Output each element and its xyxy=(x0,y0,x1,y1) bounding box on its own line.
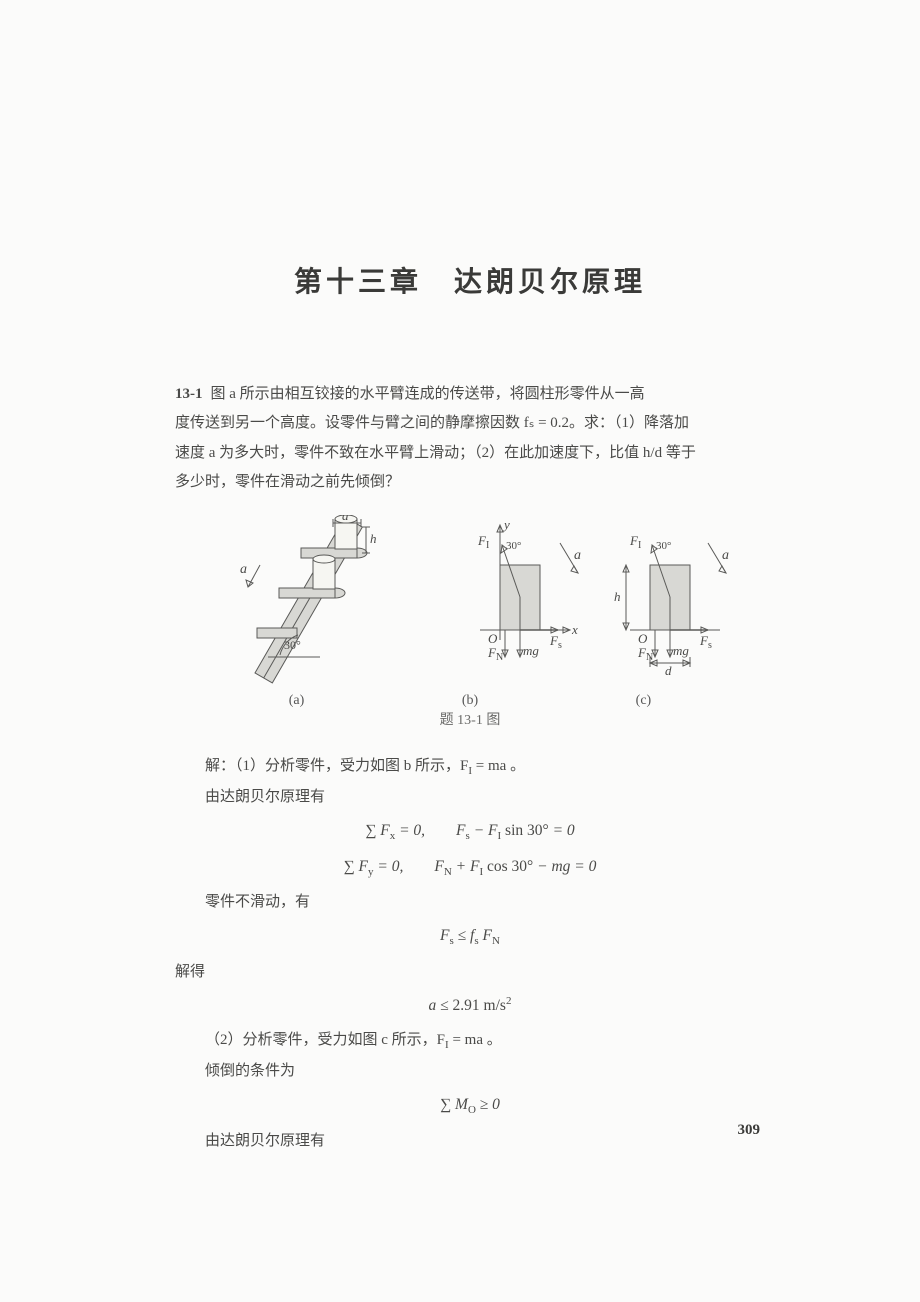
svg-text:FN: FN xyxy=(637,645,653,663)
equation-1b: ∑ Fy = 0, FN + FI cos 30° − mg = 0 xyxy=(175,852,765,884)
chapter-title: 第十三章 达朗贝尔原理 xyxy=(175,260,765,300)
accel-c: a xyxy=(722,548,729,563)
svg-text:FI: FI xyxy=(629,533,641,551)
fig-sub-b: (b) xyxy=(462,693,478,709)
force-fi-sub: I xyxy=(486,540,489,551)
force-fs-sub-c: s xyxy=(708,640,712,651)
solution-line-3: 零件不滑动，有 xyxy=(175,887,765,917)
equation-1a: ∑ Fx = 0, Fs − FI sin 30° = 0 xyxy=(175,816,765,848)
equation-4: ∑ MO ≥ 0 xyxy=(175,1090,765,1122)
force-mg-c: mg xyxy=(673,643,689,658)
dim-d-c: d xyxy=(665,663,672,678)
figure-container: d h a 30° x xyxy=(175,515,765,685)
accel-b: a xyxy=(574,548,581,563)
accel-a-label: a xyxy=(240,562,247,577)
fig-sub-a: (a) xyxy=(289,693,305,709)
force-fn-sub-b: N xyxy=(496,652,503,663)
angle-30-c: 30° xyxy=(656,540,671,552)
problem-statement: 13-1 图 a 所示由相互铰接的水平臂连成的传送带，将圆柱形零件从一高 度传送到… xyxy=(175,380,765,497)
origin-c: O xyxy=(638,631,648,646)
force-mg-b: mg xyxy=(523,643,539,658)
angle-30-b: 30° xyxy=(506,540,521,552)
solution-line-6: 倾倒的条件为 xyxy=(175,1056,765,1086)
svg-text:FI: FI xyxy=(477,533,489,551)
solution-line-1: 解：（1）分析零件，受力如图 b 所示，FI = ma 。 xyxy=(175,751,765,782)
figure-svg: d h a 30° x xyxy=(210,515,730,685)
dim-d-label: d xyxy=(342,515,349,523)
axis-x: x xyxy=(571,622,578,637)
problem-line-2: 度传送到另一个高度。设零件与臂之间的静摩擦因数 fₛ = 0.2。求：（1）降落… xyxy=(175,415,689,431)
force-fi-sub-c: I xyxy=(638,540,641,551)
solution-line-2: 由达朗贝尔原理有 xyxy=(175,782,765,812)
force-fs-sub-b: s xyxy=(558,640,562,651)
solution-line-7: 由达朗贝尔原理有 xyxy=(175,1126,765,1156)
axis-origin: O xyxy=(488,631,498,646)
dim-h-label: h xyxy=(370,531,377,546)
figure-caption: 题 13-1 图 xyxy=(175,709,765,729)
equation-3: a ≤ 2.91 m/s2 xyxy=(175,991,765,1021)
fig-sub-c: (c) xyxy=(636,693,652,709)
problem-line-1: 图 a 所示由相互铰接的水平臂连成的传送带，将圆柱形零件从一高 xyxy=(211,386,645,402)
svg-text:Fs: Fs xyxy=(549,633,562,651)
dim-h-c: h xyxy=(614,589,621,604)
angle-30-a: 30° xyxy=(284,638,301,652)
solution-line-5: （2）分析零件，受力如图 c 所示，FI = ma 。 xyxy=(175,1025,765,1056)
axis-y: y xyxy=(502,517,510,532)
problem-label: 13-1 xyxy=(175,386,203,402)
problem-line-4: 多少时，零件在滑动之前先倾倒？ xyxy=(175,474,400,490)
problem-line-3: 速度 a 为多大时，零件不致在水平臂上滑动；（2）在此加速度下，比值 h/d 等… xyxy=(175,445,696,461)
equation-2: Fs ≤ fs FN xyxy=(175,921,765,953)
page-number: 309 xyxy=(738,1122,761,1139)
svg-text:FN: FN xyxy=(487,645,503,663)
solution-line-4: 解得 xyxy=(175,957,765,987)
svg-text:Fs: Fs xyxy=(699,633,712,651)
